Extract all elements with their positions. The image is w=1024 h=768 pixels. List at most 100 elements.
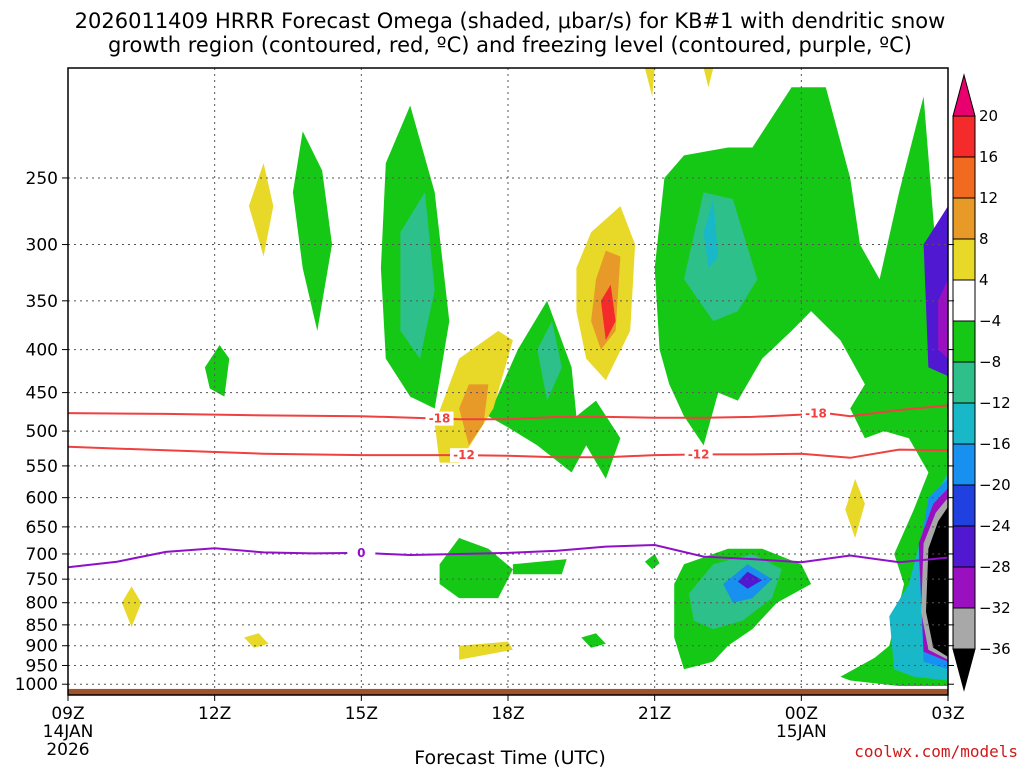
colorbar-swatch-9 xyxy=(952,443,976,486)
y-tick-label-350: 350 xyxy=(26,292,58,312)
contour-label-bg xyxy=(450,448,478,463)
omega-region-red-f xyxy=(600,284,616,341)
colorbar-swatch-12 xyxy=(952,566,976,609)
y-tick-label-1000: 1000 xyxy=(15,675,58,695)
x-tick-label-6: 15Z xyxy=(345,704,378,724)
omega-region-yellow-q xyxy=(644,68,655,97)
colorbar-label-9: −20 xyxy=(979,476,1011,494)
colorbar: 20 16 12 8 4 −4 −8 −12 −16 −20 −24 −28 −32 −36 xyxy=(952,73,1011,692)
colorbar-swatch-5 xyxy=(952,279,976,322)
omega-region-cyan-h xyxy=(703,199,719,269)
contour-label-bg xyxy=(347,545,376,560)
omega-region-yellow-o xyxy=(459,641,513,660)
colorbar-label-8: −16 xyxy=(979,435,1011,453)
x-tick-label-18: 03Z xyxy=(931,704,964,724)
colorbar-label-4: 4 xyxy=(979,271,989,289)
x-tick-date-15: 15JAN xyxy=(776,722,827,742)
omega-region-green-b xyxy=(292,131,332,331)
omega-region-teal-c xyxy=(400,192,435,359)
colorbar-label-2: 12 xyxy=(979,189,998,207)
colorbar-swatch-8 xyxy=(952,402,976,445)
ground-layer xyxy=(68,688,948,695)
y-tick-label-450: 450 xyxy=(26,384,58,404)
colorbar-label-6: −8 xyxy=(979,353,1001,371)
y-tick-label-850: 850 xyxy=(26,616,58,636)
contour-label-dgz-minus18: -18 xyxy=(429,412,451,426)
x-tick-label-12: 21Z xyxy=(638,704,671,724)
colorbar-label-10: −24 xyxy=(979,517,1011,535)
colorbar-swatch-14 xyxy=(952,648,976,692)
colorbar-swatch-4 xyxy=(952,238,976,281)
colorbar-swatch-7 xyxy=(952,361,976,404)
omega-region-purple-low xyxy=(737,571,763,589)
x-tick-date-0: 14JAN xyxy=(43,722,94,742)
omega-region-yellow-p xyxy=(845,478,865,538)
colorbar-label-3: 8 xyxy=(979,230,989,248)
colorbar-swatch-1 xyxy=(952,115,976,158)
chart-title-line2: growth region (contoured, red, ºC) and f… xyxy=(108,33,912,57)
grid xyxy=(68,68,948,695)
y-tick-label-500: 500 xyxy=(26,422,58,442)
axes: 2503003504004505005506006507007508008509… xyxy=(15,67,965,760)
chart-title-line1: 2026011409 HRRR Forecast Omega (shaded, … xyxy=(75,9,946,33)
x-tick-label-0: 09Z xyxy=(51,704,84,724)
omega-region-green-a xyxy=(204,345,230,397)
colorbar-swatch-10 xyxy=(952,484,976,527)
colorbar-swatch-6 xyxy=(952,320,976,363)
y-tick-label-750: 750 xyxy=(26,570,58,590)
y-tick-label-700: 700 xyxy=(26,545,58,565)
omega-region-yellow-r xyxy=(703,68,714,88)
omega-region-yellow-n xyxy=(244,633,269,648)
x-tick-label-15: 00Z xyxy=(785,704,818,724)
omega-region-green-l xyxy=(644,554,660,570)
x-tick-year-0: 2026 xyxy=(46,740,89,760)
omega-region-yellow-g xyxy=(248,163,274,257)
contour-dgz-minus12 xyxy=(67,445,949,459)
colorbar-label-11: −28 xyxy=(979,558,1011,576)
contour-dgz-minus18 xyxy=(67,404,949,421)
credit-link[interactable]: coolwx.com/models xyxy=(854,742,1018,761)
omega-region-green-d xyxy=(488,300,621,479)
contour-label-bg xyxy=(684,447,713,462)
contour-label-bg xyxy=(425,411,454,426)
x-tick-label-9: 18Z xyxy=(491,704,524,724)
y-tick-label-300: 300 xyxy=(26,236,58,256)
y-tick-label-600: 600 xyxy=(26,489,58,509)
contour-label-dgz-minus18: -18 xyxy=(805,407,827,421)
y-tick-label-950: 950 xyxy=(26,656,58,676)
y-tick-label-900: 900 xyxy=(26,637,58,657)
colorbar-swatch-13 xyxy=(952,607,976,650)
plot-area: -18 -18 -12 -12 0 xyxy=(67,68,949,695)
x-tick-label-3: 12Z xyxy=(198,704,231,724)
colorbar-swatch-3 xyxy=(952,197,976,240)
y-tick-label-650: 650 xyxy=(26,518,58,538)
contour-label-dgz-minus12: -12 xyxy=(453,448,475,462)
contour-label-freezing-level: 0 xyxy=(357,546,365,560)
y-tick-label-550: 550 xyxy=(26,457,58,477)
colorbar-label-12: −32 xyxy=(979,599,1011,617)
colorbar-label-7: −12 xyxy=(979,394,1011,412)
omega-region-green-j xyxy=(512,559,567,575)
y-tick-label-250: 250 xyxy=(26,169,58,189)
contour-freezing-level xyxy=(67,543,949,569)
omega-region-black-s xyxy=(926,506,948,657)
colorbar-label-13: −36 xyxy=(979,640,1011,658)
colorbar-label-0: 20 xyxy=(979,107,998,125)
x-axis-label: Forecast Time (UTC) xyxy=(414,747,605,768)
omega-region-purple-h xyxy=(938,279,948,359)
y-tick-label-800: 800 xyxy=(26,594,58,614)
omega-region-green-k xyxy=(581,633,606,648)
colorbar-label-5: −4 xyxy=(979,312,1001,330)
y-tick-label-400: 400 xyxy=(26,341,58,361)
omega-region-teal-h xyxy=(684,192,758,322)
omega-region-teal-d xyxy=(537,321,562,401)
colorbar-swatch-11 xyxy=(952,525,976,568)
omega-region-yellow-m xyxy=(121,586,142,627)
colorbar-swatch-2 xyxy=(952,156,976,199)
contour-label-dgz-minus12: -12 xyxy=(688,447,710,461)
omega-region-orange-e xyxy=(459,384,489,446)
colorbar-label-1: 16 xyxy=(979,148,998,166)
contour-label-bg xyxy=(802,406,830,421)
colorbar-swatch-0 xyxy=(952,73,976,117)
